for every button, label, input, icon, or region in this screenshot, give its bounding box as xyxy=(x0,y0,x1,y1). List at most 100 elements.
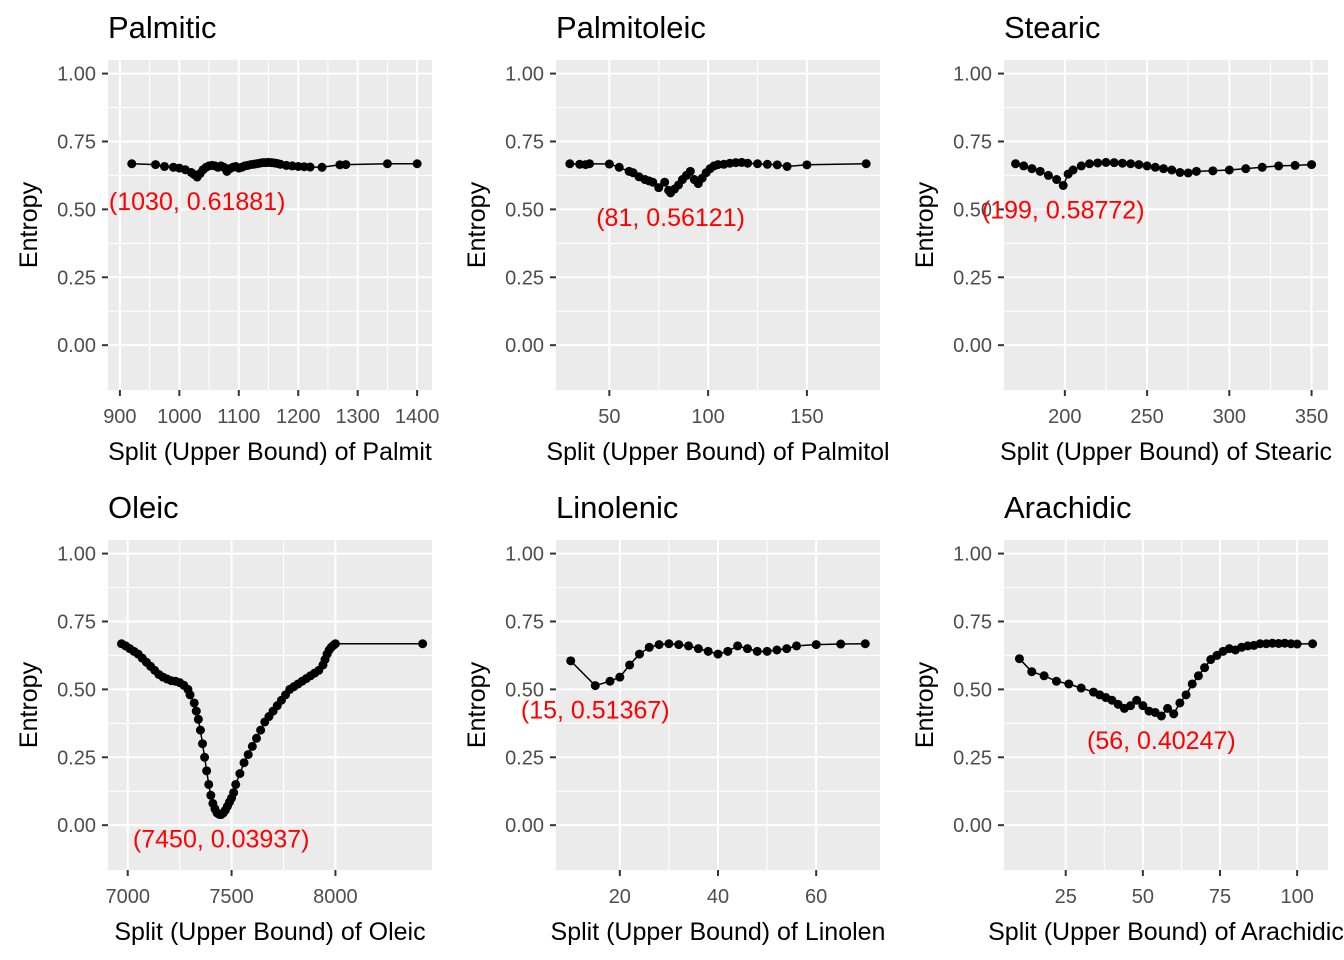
x-tick-label: 20 xyxy=(609,886,631,908)
y-tick-label: 0.50 xyxy=(505,679,544,701)
x-tick-label: 40 xyxy=(707,886,729,908)
data-point xyxy=(1076,683,1086,693)
data-point xyxy=(743,158,753,168)
data-point xyxy=(1039,671,1049,681)
data-point xyxy=(752,646,762,656)
y-tick-label: 0.25 xyxy=(57,747,96,769)
y-tick-label: 0.00 xyxy=(57,335,96,357)
data-point xyxy=(1093,158,1103,168)
y-tick-label: 0.00 xyxy=(505,815,544,837)
data-point xyxy=(685,166,695,176)
panel-background xyxy=(108,60,432,390)
data-point xyxy=(1132,695,1142,705)
data-point xyxy=(1126,701,1136,711)
min-annotation: (7450, 0.03937) xyxy=(133,825,310,853)
y-tick-label: 0.50 xyxy=(953,679,992,701)
y-tick-label: 0.00 xyxy=(953,335,992,357)
facet-plot: 0.00 0.25 0.50 0.75 1.00 900 1000 1100 1200 1300 1… xyxy=(15,60,439,466)
y-tick-label: 0.75 xyxy=(505,131,544,153)
x-tick-label: 300 xyxy=(1213,406,1246,428)
y-tick-label: 1.00 xyxy=(57,544,96,566)
data-point xyxy=(1076,161,1086,171)
data-point xyxy=(127,159,137,169)
data-point xyxy=(604,159,614,169)
data-point xyxy=(1051,676,1061,686)
y-tick-label: 1.00 xyxy=(505,544,544,566)
data-point xyxy=(703,646,713,656)
y-tick-label: 0.00 xyxy=(505,335,544,357)
data-point xyxy=(836,639,846,649)
facet-plot: 0.00 0.25 0.50 0.75 1.00 200 250 300 350 (199, 0.… xyxy=(911,60,1332,466)
data-point xyxy=(654,183,664,193)
data-point xyxy=(1109,158,1119,168)
data-point xyxy=(753,159,763,169)
data-point xyxy=(1126,159,1136,169)
x-tick-label: 7000 xyxy=(105,886,150,908)
y-tick-label: 0.50 xyxy=(57,199,96,221)
panel-background xyxy=(1004,60,1328,390)
data-point xyxy=(1043,170,1053,180)
data-point xyxy=(1308,639,1318,649)
data-point xyxy=(861,159,871,169)
data-point xyxy=(1085,159,1095,169)
data-point xyxy=(418,639,428,649)
panel-background xyxy=(108,540,432,870)
data-point xyxy=(1175,698,1185,708)
data-point xyxy=(660,177,670,187)
facet-title: Arachidic xyxy=(1004,490,1132,525)
facet-title: Oleic xyxy=(108,490,179,525)
data-point xyxy=(195,725,205,735)
data-point xyxy=(1290,160,1300,170)
x-axis-label: Split (Upper Bound) of Stearic xyxy=(1000,438,1332,466)
data-point xyxy=(412,159,422,169)
min-annotation: (15, 0.51367) xyxy=(521,697,670,725)
y-tick-label: 1.00 xyxy=(953,64,992,86)
facet-title: Palmitoleic xyxy=(556,10,706,45)
data-point xyxy=(231,779,241,789)
data-point xyxy=(1035,166,1045,176)
data-point xyxy=(615,672,625,682)
data-point xyxy=(1019,161,1029,171)
x-tick-label: 250 xyxy=(1130,406,1163,428)
data-point xyxy=(1241,164,1251,174)
data-point xyxy=(1208,166,1218,176)
y-tick-label: 0.25 xyxy=(505,747,544,769)
data-point xyxy=(151,160,161,170)
y-tick-label: 0.00 xyxy=(953,815,992,837)
data-point xyxy=(1307,160,1317,170)
data-point xyxy=(191,706,201,716)
data-point xyxy=(684,641,694,651)
facet-palmitic: Palmitic 0.00 0.25 0.50 0.75 1.00 900 1000 1100 1… xyxy=(0,0,448,480)
data-point xyxy=(565,159,575,169)
x-tick-label: 25 xyxy=(1055,886,1077,908)
y-tick-label: 0.50 xyxy=(57,679,96,701)
data-point xyxy=(1175,167,1185,177)
x-tick-label: 100 xyxy=(691,406,724,428)
data-point xyxy=(625,660,635,670)
data-point xyxy=(1292,639,1302,649)
data-point xyxy=(634,649,644,659)
data-point xyxy=(1027,164,1037,174)
data-point xyxy=(305,162,315,172)
data-point xyxy=(782,161,792,171)
data-point xyxy=(1181,690,1191,700)
data-point xyxy=(674,640,684,650)
y-axis-label: Entropy xyxy=(463,181,491,268)
y-axis-label: Entropy xyxy=(911,661,939,748)
data-point xyxy=(1257,162,1267,172)
data-point xyxy=(664,639,674,649)
min-annotation: (56, 0.40247) xyxy=(1087,727,1236,755)
data-point xyxy=(1163,703,1173,713)
data-point xyxy=(648,177,658,187)
data-point xyxy=(200,752,210,762)
data-point xyxy=(206,790,216,800)
data-point xyxy=(229,788,239,798)
x-tick-label: 8000 xyxy=(313,886,358,908)
facet-plot: 0.00 0.25 0.50 0.75 1.00 20 40 60 (15, 0.51367) E… xyxy=(463,540,885,946)
data-point xyxy=(772,160,782,170)
y-tick-label: 1.00 xyxy=(57,64,96,86)
x-tick-label: 7500 xyxy=(209,886,254,908)
data-point xyxy=(1011,159,1021,169)
data-point xyxy=(1187,679,1197,689)
